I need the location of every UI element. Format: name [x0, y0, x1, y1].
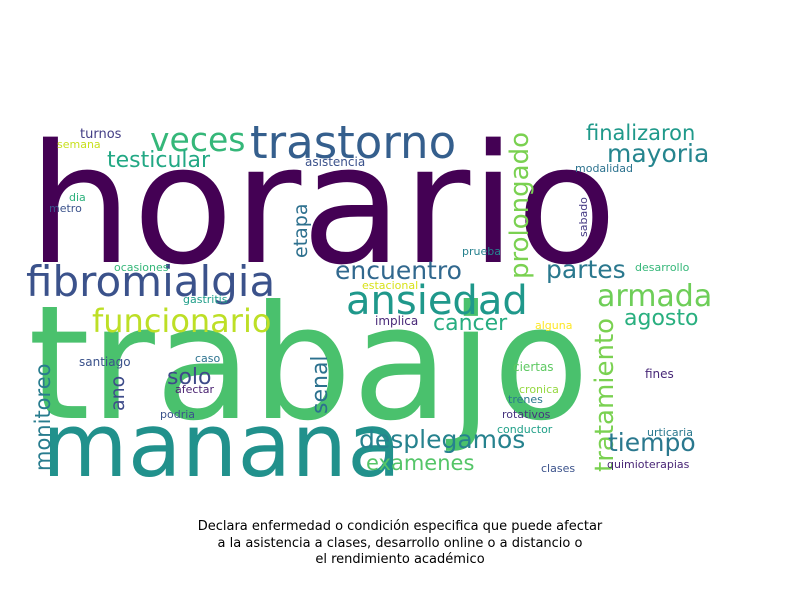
- word-partes: partes: [546, 255, 626, 284]
- word-mayoria: mayoria: [607, 139, 709, 168]
- word-metro: metro: [49, 202, 82, 215]
- word-ano: ano: [107, 376, 129, 411]
- word-etapa: etapa: [290, 204, 312, 259]
- word-caso: caso: [195, 352, 221, 365]
- word-agosto: agosto: [624, 306, 698, 331]
- caption-line-3: el rendimiento académico: [315, 552, 485, 567]
- word-cancer: cancer: [433, 311, 508, 336]
- word-tratamiento: tratamiento: [590, 318, 620, 472]
- word-quimioterapias: quimioterapias: [607, 458, 690, 471]
- word-trenes: trenes: [508, 393, 543, 406]
- word-semana: semana: [57, 138, 101, 151]
- word-veces: veces: [150, 120, 245, 159]
- word-turnos: turnos: [80, 127, 122, 142]
- word-santiago: santiago: [79, 355, 131, 369]
- word-ansiedad: ansiedad: [346, 278, 528, 324]
- word-trastorno: trastorno: [250, 116, 456, 169]
- word-ciertas: ciertas: [513, 360, 554, 374]
- caption-line-1: Declara enfermedad o condición especific…: [197, 519, 603, 534]
- word-tiempo: tiempo: [608, 428, 696, 457]
- word-clases: clases: [541, 462, 575, 475]
- word-ocasiones: ocasiones: [114, 261, 169, 274]
- word-fibromialgia: fibromialgia: [26, 257, 275, 306]
- word-trabajo: trabajo: [28, 272, 589, 456]
- word-conductor: conductor: [497, 423, 553, 436]
- word-prolongado: prolongado: [505, 132, 535, 279]
- word-modalidad: modalidad: [575, 162, 633, 175]
- word-testicular: testicular: [107, 148, 211, 173]
- word-manana: manana: [42, 394, 401, 497]
- caption-line-2: a la asistencia a clases, desarrollo onl…: [217, 535, 583, 551]
- word-gastritis: gastritis: [183, 293, 228, 306]
- word-afectar: afectar: [175, 383, 214, 396]
- word-prueba: prueba: [462, 245, 501, 258]
- word-estacional: estacional: [362, 279, 418, 292]
- word-cronica: cronica: [519, 383, 559, 396]
- word-senal: senal: [308, 355, 333, 414]
- word-encuentro: encuentro: [335, 256, 462, 285]
- word-desplegamos: desplegamos: [359, 425, 525, 454]
- word-armada: armada: [597, 279, 712, 314]
- word-asistencia: asistencia: [305, 155, 365, 169]
- word-fines: fines: [645, 367, 674, 381]
- word-desarrollo: desarrollo: [635, 261, 690, 274]
- word-examenes: examenes: [366, 451, 474, 475]
- word-horario: horario: [28, 109, 617, 301]
- word-implica: implica: [375, 314, 418, 328]
- word-rotativos: rotativos: [502, 408, 551, 421]
- word-finalizaron: finalizaron: [586, 121, 695, 145]
- word-podria: podria: [160, 408, 195, 421]
- word-dia: dia: [69, 191, 86, 204]
- word-solo: solo: [167, 365, 212, 390]
- word-funcionario: funcionario: [92, 302, 271, 340]
- chart-caption: Declara enfermedad o condición especific…: [0, 519, 800, 569]
- word-urticaria: urticaria: [647, 426, 693, 439]
- word-alguna: alguna: [535, 319, 572, 332]
- word-sabado: sabado: [577, 197, 590, 237]
- word-monitoreo: monitoreo: [31, 364, 55, 471]
